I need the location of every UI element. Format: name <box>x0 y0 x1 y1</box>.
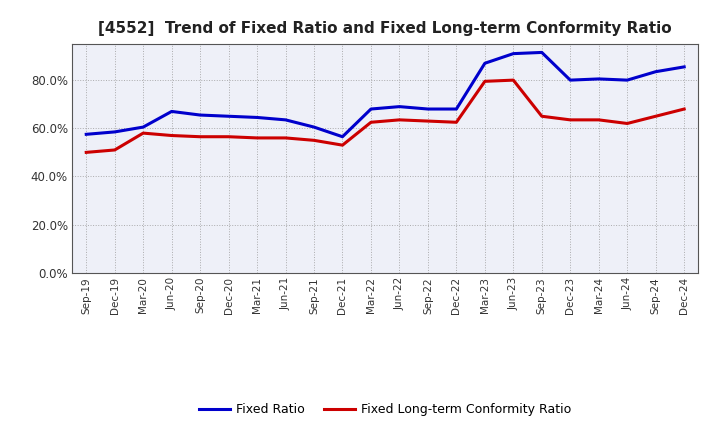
Fixed Long-term Conformity Ratio <box>139 131 148 136</box>
Fixed Ratio <box>139 125 148 130</box>
Fixed Long-term Conformity Ratio <box>225 134 233 139</box>
Fixed Ratio <box>595 76 603 81</box>
Fixed Ratio <box>310 125 318 130</box>
Fixed Long-term Conformity Ratio <box>680 106 688 112</box>
Line: Fixed Long-term Conformity Ratio: Fixed Long-term Conformity Ratio <box>86 80 684 152</box>
Fixed Long-term Conformity Ratio <box>82 150 91 155</box>
Fixed Long-term Conformity Ratio <box>566 117 575 122</box>
Fixed Ratio <box>652 69 660 74</box>
Fixed Ratio <box>338 134 347 139</box>
Line: Fixed Ratio: Fixed Ratio <box>86 52 684 137</box>
Fixed Ratio <box>82 132 91 137</box>
Fixed Ratio <box>480 61 489 66</box>
Fixed Long-term Conformity Ratio <box>110 147 119 153</box>
Fixed Ratio <box>253 115 261 120</box>
Fixed Ratio <box>282 117 290 122</box>
Fixed Long-term Conformity Ratio <box>167 133 176 138</box>
Fixed Long-term Conformity Ratio <box>196 134 204 139</box>
Legend: Fixed Ratio, Fixed Long-term Conformity Ratio: Fixed Ratio, Fixed Long-term Conformity … <box>194 398 577 421</box>
Title: [4552]  Trend of Fixed Ratio and Fixed Long-term Conformity Ratio: [4552] Trend of Fixed Ratio and Fixed Lo… <box>99 21 672 36</box>
Fixed Long-term Conformity Ratio <box>480 79 489 84</box>
Fixed Ratio <box>366 106 375 112</box>
Fixed Ratio <box>566 77 575 83</box>
Fixed Long-term Conformity Ratio <box>366 120 375 125</box>
Fixed Long-term Conformity Ratio <box>282 135 290 140</box>
Fixed Long-term Conformity Ratio <box>253 135 261 140</box>
Fixed Ratio <box>167 109 176 114</box>
Fixed Long-term Conformity Ratio <box>423 118 432 124</box>
Fixed Ratio <box>537 50 546 55</box>
Fixed Long-term Conformity Ratio <box>652 114 660 119</box>
Fixed Long-term Conformity Ratio <box>452 120 461 125</box>
Fixed Ratio <box>509 51 518 56</box>
Fixed Long-term Conformity Ratio <box>338 143 347 148</box>
Fixed Ratio <box>110 129 119 135</box>
Fixed Ratio <box>423 106 432 112</box>
Fixed Ratio <box>623 77 631 83</box>
Fixed Ratio <box>196 112 204 117</box>
Fixed Long-term Conformity Ratio <box>537 114 546 119</box>
Fixed Ratio <box>452 106 461 112</box>
Fixed Long-term Conformity Ratio <box>310 138 318 143</box>
Fixed Long-term Conformity Ratio <box>395 117 404 122</box>
Fixed Long-term Conformity Ratio <box>623 121 631 126</box>
Fixed Long-term Conformity Ratio <box>595 117 603 122</box>
Fixed Long-term Conformity Ratio <box>509 77 518 83</box>
Fixed Ratio <box>225 114 233 119</box>
Fixed Ratio <box>395 104 404 109</box>
Fixed Ratio <box>680 64 688 70</box>
